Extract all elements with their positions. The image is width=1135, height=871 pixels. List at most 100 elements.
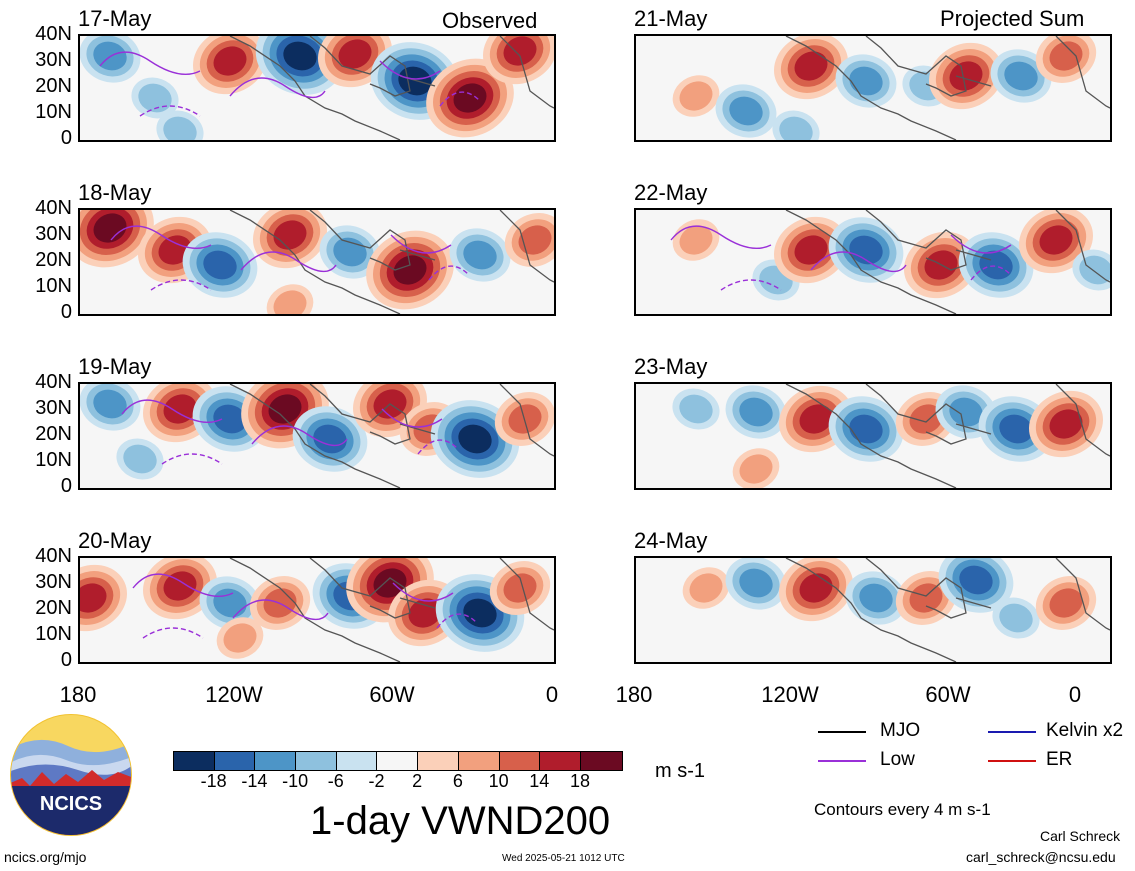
author-email[interactable]: carl_schreck@ncsu.edu [966,849,1116,865]
contour-low-dashed [142,613,478,639]
panel-date-label: 22-May [634,180,708,205]
anomaly-blob [1049,409,1083,439]
timestamp: Wed 2025-05-21 1012 UTC [502,853,625,864]
anomaly-blob [273,290,307,314]
anomaly-blob [739,568,773,598]
anomaly-blob [849,66,883,96]
contour-low-dashed [139,91,481,117]
anomaly-blob [979,250,1013,280]
lat-label: 0 [60,301,72,323]
anomaly-blob [1039,225,1073,255]
colorbar-swatch [580,752,622,770]
lon-label: 0 [1068,682,1082,707]
colorbar-tick-label: -14 [241,771,268,791]
anomaly-blob [909,583,943,613]
anomaly-blob [794,51,828,81]
anomaly-blob [163,394,197,424]
map-panel-21-may [634,34,1112,142]
lon-label: 180 [615,682,653,707]
logo-text: NCICS [40,793,102,815]
anomaly-blob [679,225,713,255]
colorbar-swatch [458,752,500,770]
coastline [229,558,554,662]
anomaly-blob [80,583,107,613]
anomaly-blob [338,39,372,69]
anomaly-blob [503,36,537,66]
lat-label: 30N [35,397,72,419]
anomaly-blob [739,397,773,427]
lat-label: 30N [35,223,72,245]
map-panel-23-may [634,382,1112,490]
anomaly-blob [408,598,442,628]
legend-label-low: Low [880,749,915,770]
anomaly-blob [1049,588,1083,618]
panel-date-label: 21-May [634,6,708,31]
legend-label-kelvin: Kelvin x2 [1046,720,1124,741]
anomaly-blob [268,394,302,424]
map-panel-20-may [78,556,556,664]
anomaly-blob [123,444,157,474]
anomaly-blob [453,83,487,113]
lat-label: 40N [35,545,72,567]
map-field [636,210,1110,314]
anomaly-blob [373,568,407,598]
contour-note: Contours every 4 m s-1 [814,800,991,819]
map-field [80,210,554,314]
anomaly-blob [779,116,813,140]
lat-label: 20N [35,75,72,97]
colorbar-tick-label: 18 [569,771,591,791]
colorbar [173,751,623,771]
anomaly-blob [729,96,763,126]
contour-low [132,573,454,621]
anomaly-blob [999,414,1033,444]
colorbar-title: 1-day VWND200 [310,799,611,843]
anomaly-blob [949,397,983,427]
map-panel-18-may [78,208,556,316]
panel-date-label: 20-May [78,528,152,553]
map-panel-19-may [78,382,556,490]
anomaly-blob [93,389,127,419]
lon-label: 120W [761,682,819,707]
lat-label: 0 [60,127,72,149]
colorbar-swatch [296,752,337,770]
anomaly-blob [849,235,883,265]
anomaly-blob [689,573,723,603]
panel-header-projected: Projected Sum [940,6,1085,31]
anomaly-blob [679,394,713,424]
lat-label: 40N [35,197,72,219]
anomaly-blob [203,250,237,280]
panel-date-label: 19-May [78,354,152,379]
anomaly-blob [849,414,883,444]
author: Carl Schreck [1040,828,1121,844]
anomaly-blob [313,424,347,454]
anomaly-blob [458,424,492,454]
colorbar-swatch [540,752,581,770]
contour-low-dashed [161,439,459,465]
anomaly-blob [463,240,497,270]
site-link[interactable]: ncics.org/mjo [4,849,87,865]
anomaly-blob [163,116,197,140]
anomaly-blob [949,61,983,91]
coastline [785,210,1110,314]
colorbar-tick-label: 2 [412,771,423,791]
anomaly-blob [1049,41,1083,71]
anomaly-blob [93,213,127,243]
legend-line-kelvin [988,731,1036,733]
lon-label: 60W [369,682,415,707]
contour-low [121,399,443,447]
colorbar-swatch [255,752,297,770]
lat-label: 0 [60,475,72,497]
panel-date-label: 17-May [78,6,152,31]
colorbar-tick-label: -18 [200,771,227,791]
colorbar-tick-label: 10 [488,771,509,791]
panel-date-label: 18-May [78,180,152,205]
legend-line-mjo [818,731,866,733]
colorbar-tick-label: -6 [327,771,344,791]
contour-low-dashed [150,265,470,291]
anomaly-blob [508,404,542,434]
coastline [229,384,554,488]
anomaly-blob [1079,255,1110,285]
anomaly-blob [463,598,497,628]
colorbar-tick-label: 14 [529,771,550,791]
anomaly-blob [859,583,893,613]
